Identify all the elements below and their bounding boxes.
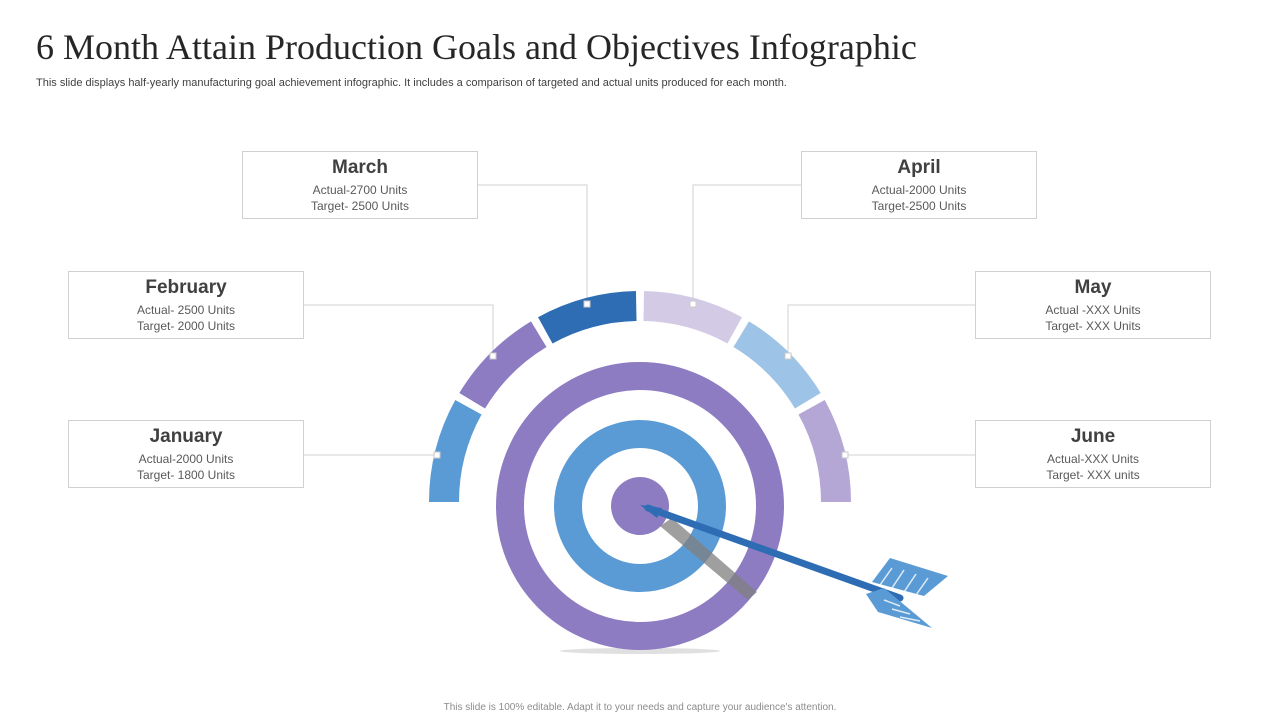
- month-box-march: March Actual-2700 Units Target- 2500 Uni…: [242, 151, 478, 219]
- month-target: Target- XXX Units: [1045, 319, 1141, 333]
- arrow-shadow: [660, 518, 757, 600]
- connector-markers: [433, 300, 849, 459]
- arrow-icon: [640, 504, 948, 628]
- month-target: Target- 2000 Units: [136, 319, 236, 333]
- month-box-june: June Actual-XXX Units Target- XXX units: [975, 420, 1211, 488]
- month-name: February: [145, 277, 227, 298]
- page-title: 6 Month Attain Production Goals and Obje…: [36, 27, 917, 67]
- month-actual: Actual-2700 Units: [312, 183, 408, 197]
- ring-segment-march: [538, 291, 637, 344]
- target-ring-outer: [496, 362, 784, 650]
- target-bullseye: [611, 477, 669, 535]
- month-target: Target- XXX units: [1046, 468, 1140, 482]
- month-name: January: [149, 426, 223, 447]
- month-target: Target- 2500 Units: [310, 199, 410, 213]
- month-name: May: [1074, 277, 1112, 298]
- ring-segment-february: [459, 321, 547, 409]
- month-target: Target- 1800 Units: [136, 468, 236, 482]
- month-box-february: February Actual- 2500 Units Target- 2000…: [68, 271, 304, 339]
- month-box-april: April Actual-2000 Units Target-2500 Unit…: [801, 151, 1037, 219]
- arrow-tip: [640, 505, 662, 518]
- bullseye-target: [496, 362, 784, 650]
- month-name: April: [897, 157, 941, 178]
- month-actual: Actual-2000 Units: [138, 452, 234, 466]
- page-subtitle: This slide displays half-yearly manufact…: [36, 77, 787, 89]
- month-ring: [429, 291, 851, 502]
- ring-segment-june: [798, 400, 851, 502]
- month-box-january: January Actual-2000 Units Target- 1800 U…: [68, 420, 304, 488]
- month-actual: Actual- 2500 Units: [136, 303, 236, 317]
- ring-segment-april: [643, 291, 742, 344]
- connector-march: [478, 184, 588, 304]
- month-actual: Actual-2000 Units: [871, 183, 967, 197]
- arrow-shaft: [644, 504, 904, 602]
- connector-february: [304, 304, 494, 356]
- month-actual: Actual-XXX Units: [1046, 452, 1140, 466]
- month-box-may: May Actual -XXX Units Target- XXX Units: [975, 271, 1211, 339]
- connector-april: [692, 184, 802, 304]
- fletching-stripes: [879, 567, 929, 622]
- month-actual: Actual -XXX Units: [1045, 303, 1141, 317]
- footer-note: This slide is 100% editable. Adapt it to…: [443, 702, 837, 713]
- month-name: March: [332, 157, 388, 178]
- arrow-fletching-top: [872, 558, 948, 596]
- target-ring-middle: [554, 420, 726, 592]
- connector-may: [787, 304, 976, 356]
- target-shadow: [560, 648, 720, 654]
- month-target: Target-2500 Units: [871, 199, 967, 213]
- arrow-fletching-bottom: [866, 588, 932, 628]
- connector-lines: [304, 184, 976, 456]
- month-name: June: [1070, 426, 1116, 447]
- ring-segment-may: [733, 321, 821, 409]
- ring-segment-january: [429, 400, 482, 502]
